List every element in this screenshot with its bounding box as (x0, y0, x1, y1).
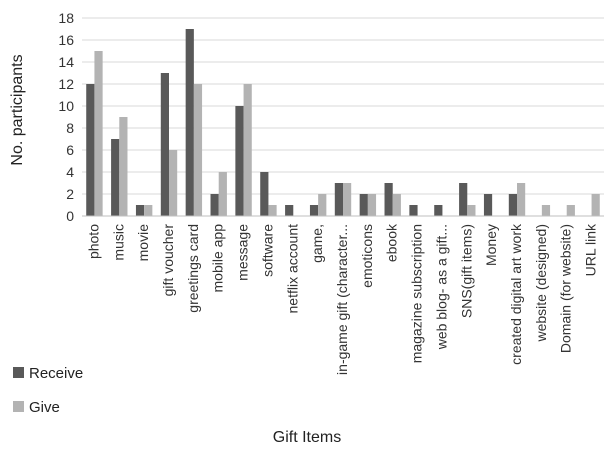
x-tick-label: magazine subscription (409, 224, 425, 363)
y-tick-label: 6 (66, 142, 74, 158)
bar-receive (459, 183, 468, 216)
bar-receive (285, 205, 294, 216)
bars (86, 29, 600, 216)
bar-receive (260, 172, 269, 216)
x-tick-labels: photo music movie gift voucher greetings car… (85, 223, 598, 375)
bar-give (467, 205, 476, 216)
bar-give (517, 183, 526, 216)
bar-receive (111, 139, 120, 216)
x-tick-label: URL link (583, 223, 599, 276)
x-tick-label: emoticons (359, 224, 375, 288)
bar-receive (86, 84, 95, 216)
bar-give (243, 84, 252, 216)
y-tick-label: 10 (58, 98, 74, 114)
x-tick-label: mobile app (210, 224, 226, 293)
y-tick-labels: 0 2 4 6 8 10 12 14 16 18 (58, 10, 74, 224)
x-tick-label: game, (309, 224, 325, 263)
y-tick-label: 4 (66, 164, 74, 180)
y-tick-label: 18 (58, 10, 74, 26)
bar-receive (185, 29, 194, 216)
bar-receive (508, 194, 517, 216)
bar-give (591, 194, 600, 216)
bar-receive (160, 73, 169, 216)
x-tick-label: Money (483, 224, 499, 266)
y-tick-label: 12 (58, 76, 74, 92)
x-tick-label: music (110, 224, 126, 261)
x-tick-label: movie (135, 224, 151, 262)
y-tick-label: 14 (58, 54, 74, 70)
x-tick-label: SNS(gift items) (458, 224, 474, 318)
legend: Receive Give (13, 365, 83, 416)
x-tick-label: software (259, 224, 275, 277)
x-tick-label: web blog- as a gift... (433, 224, 449, 350)
bar-receive (235, 106, 244, 216)
bar-receive (409, 205, 418, 216)
bar-give (218, 172, 227, 216)
legend-swatch-give (13, 401, 24, 412)
bar-receive (434, 205, 443, 216)
x-tick-label: website (designed) (533, 224, 549, 343)
x-tick-label: message (235, 224, 251, 281)
x-tick-label: netflix account (284, 224, 300, 314)
bar-give (268, 205, 277, 216)
bar-give (541, 205, 551, 216)
bar-receive (359, 194, 368, 216)
y-tick-label: 2 (66, 186, 74, 202)
x-tick-label: in-game gift (character... (334, 224, 350, 375)
bar-give (119, 117, 128, 216)
x-tick-label: created digital art work (508, 223, 524, 365)
bar-receive (309, 205, 319, 216)
x-axis-title: Gift Items (273, 429, 341, 446)
bar-give (566, 205, 575, 216)
bar-receive (210, 194, 219, 216)
bar-give (144, 205, 153, 216)
y-tick-label: 8 (66, 120, 74, 136)
bar-give (343, 183, 352, 216)
bar-give (169, 150, 178, 216)
bar-receive (135, 205, 145, 216)
legend-label-give: Give (29, 399, 60, 416)
x-tick-label: gift voucher (160, 224, 176, 297)
x-tick-label: ebook (384, 223, 400, 262)
y-axis-title: No. participants (9, 54, 26, 165)
bar-receive (384, 183, 393, 216)
x-tick-label: photo (85, 224, 101, 259)
bar-give (318, 194, 327, 216)
bar-give (94, 51, 103, 216)
y-tick-label: 0 (66, 208, 74, 224)
legend-swatch-receive (13, 367, 24, 378)
y-tick-label: 16 (58, 32, 74, 48)
bar-receive (483, 194, 493, 216)
bar-give (367, 194, 377, 216)
x-tick-label: greetings card (185, 224, 201, 313)
bar-give (193, 84, 203, 216)
x-tick-label: Domain (for website) (558, 224, 574, 353)
bar-give (392, 194, 401, 216)
legend-label-receive: Receive (29, 365, 83, 382)
bar-receive (334, 183, 343, 216)
